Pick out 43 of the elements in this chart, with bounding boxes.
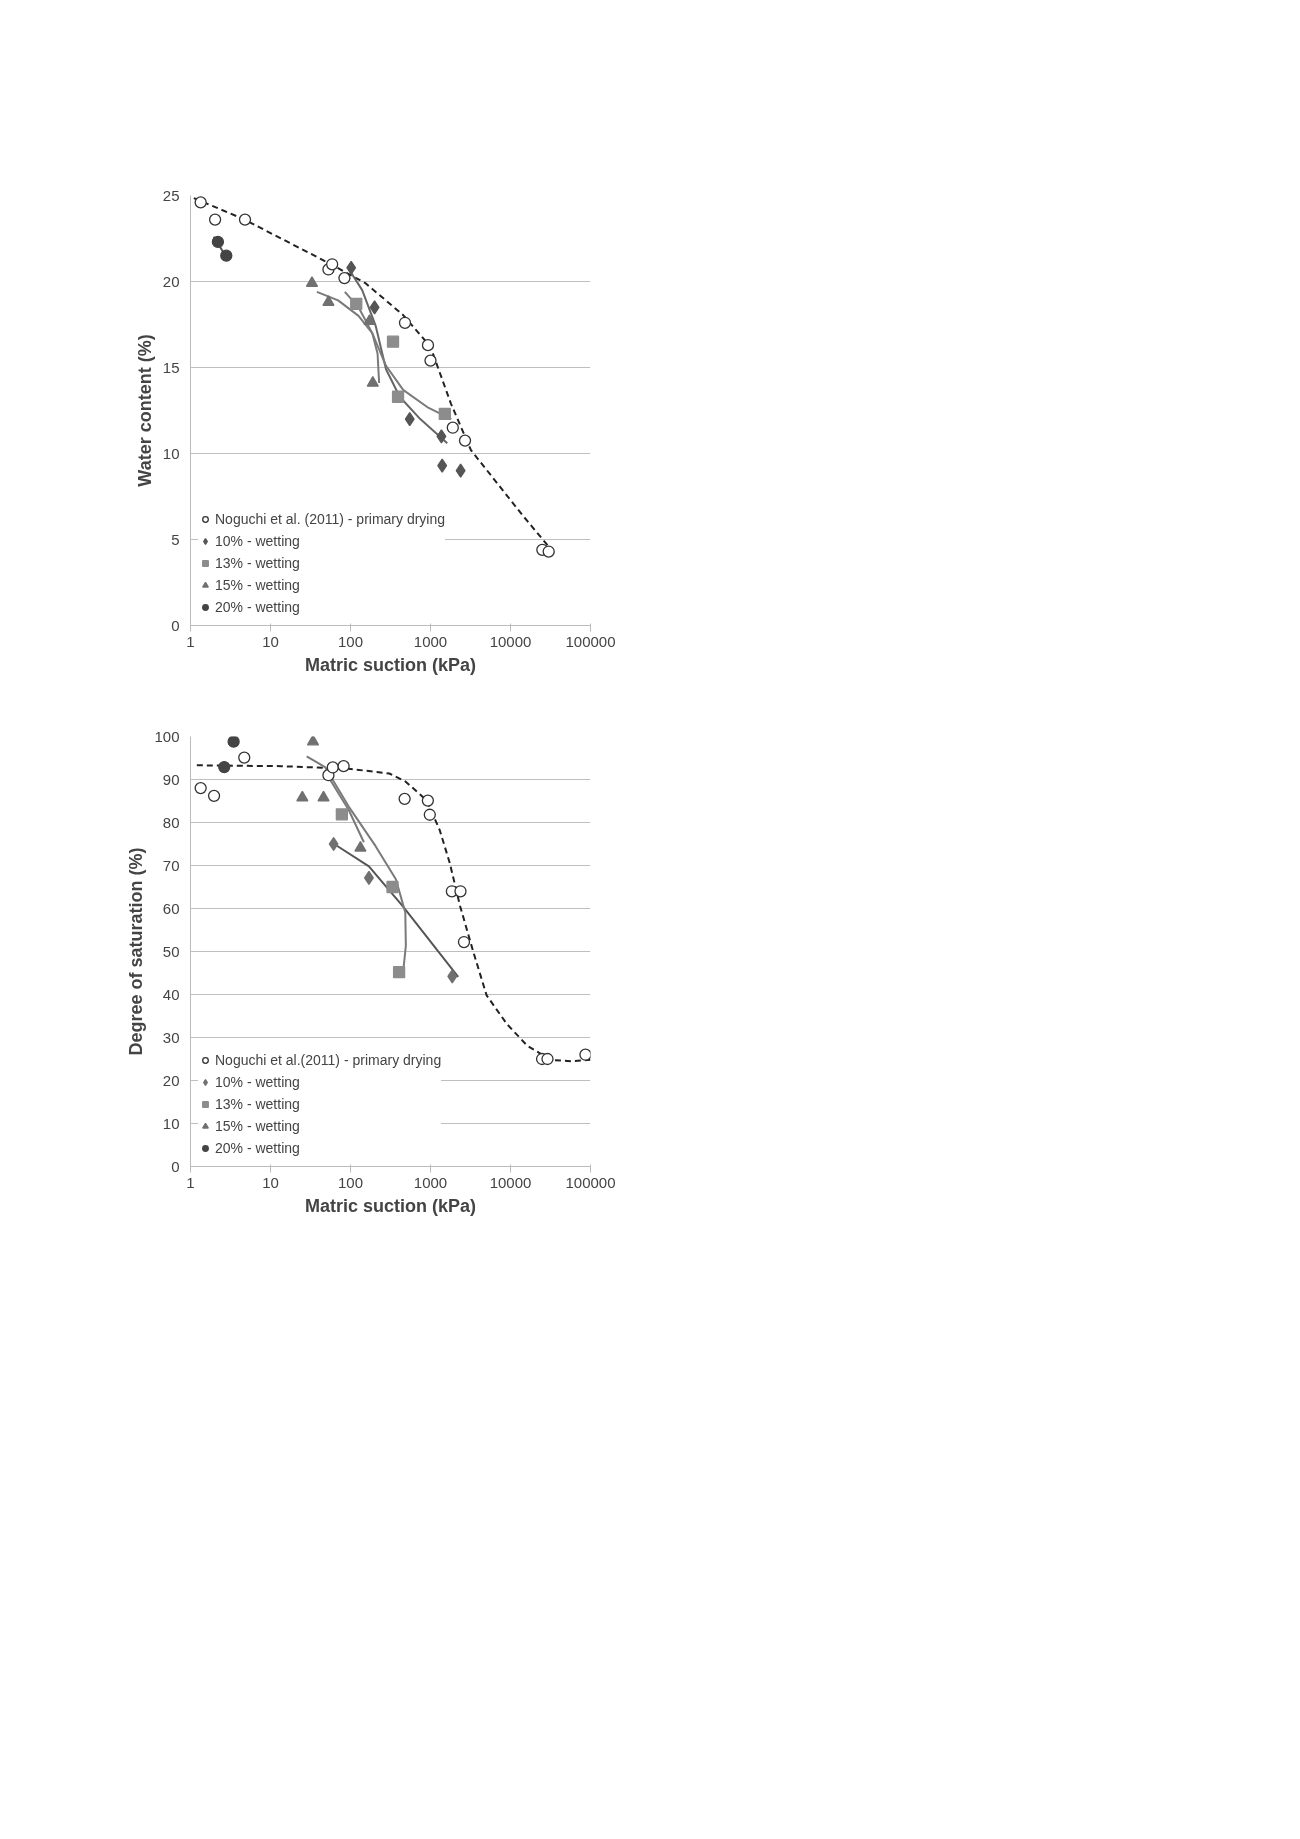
x-tick-label: 1000	[413, 1173, 448, 1191]
y-tick-label: 100	[154, 727, 180, 745]
legend-label: Noguchi et al. (2011) - primary drying	[215, 511, 446, 527]
x-tick-label: 10000	[489, 1173, 532, 1191]
legend-label: 13% - wetting	[215, 1096, 300, 1112]
y-axis-title: Degree of saturation (%)	[126, 847, 147, 1056]
x-tick-label: 10000	[489, 632, 532, 650]
y-tick-label: 10	[162, 444, 180, 462]
legend-label: 15% - wetting	[215, 1118, 300, 1134]
x-tick-label: 100000	[565, 632, 616, 650]
y-tick-label: 70	[162, 856, 180, 874]
y-tick-label: 20	[162, 1071, 180, 1089]
x-tick-label: 1	[186, 632, 195, 650]
legend-label: Noguchi et al.(2011) - primary drying	[215, 1052, 442, 1068]
y-tick-label: 25	[162, 186, 180, 204]
y-tick-label: 30	[162, 1028, 180, 1046]
y-tick-label: 0	[171, 616, 180, 634]
x-tick-label: 1000	[413, 632, 448, 650]
y-tick-label: 40	[162, 985, 180, 1003]
y-tick-label: 10	[162, 1114, 180, 1132]
legend-label: 20% - wetting	[215, 1140, 300, 1156]
legend-label: 15% - wetting	[215, 577, 300, 593]
legend-label: 13% - wetting	[215, 555, 300, 571]
x-tick-label: 100000	[565, 1173, 616, 1191]
y-tick-label: 60	[162, 899, 180, 917]
x-axis-title: Matric suction (kPa)	[304, 654, 477, 675]
y-tick-label: 80	[162, 813, 180, 831]
x-tick-label: 10	[262, 1173, 279, 1191]
y-tick-label: 5	[171, 530, 180, 548]
y-tick-label: 0	[171, 1157, 180, 1175]
legend-label: 10% - wetting	[215, 533, 300, 549]
x-tick-label: 1	[186, 1173, 195, 1191]
x-tick-label: 100	[337, 1173, 364, 1191]
y-tick-label: 15	[162, 358, 180, 376]
x-tick-label: 100	[337, 632, 364, 650]
y-tick-label: 20	[162, 272, 180, 290]
legend-label: 10% - wetting	[215, 1074, 300, 1090]
y-tick-label: 50	[162, 942, 180, 960]
legend-label: 20% - wetting	[215, 599, 300, 615]
x-axis-title: Matric suction (kPa)	[304, 1195, 477, 1216]
y-axis-title: Water content (%)	[134, 334, 155, 487]
y-tick-label: 90	[162, 770, 180, 788]
x-tick-label: 10	[262, 632, 279, 650]
